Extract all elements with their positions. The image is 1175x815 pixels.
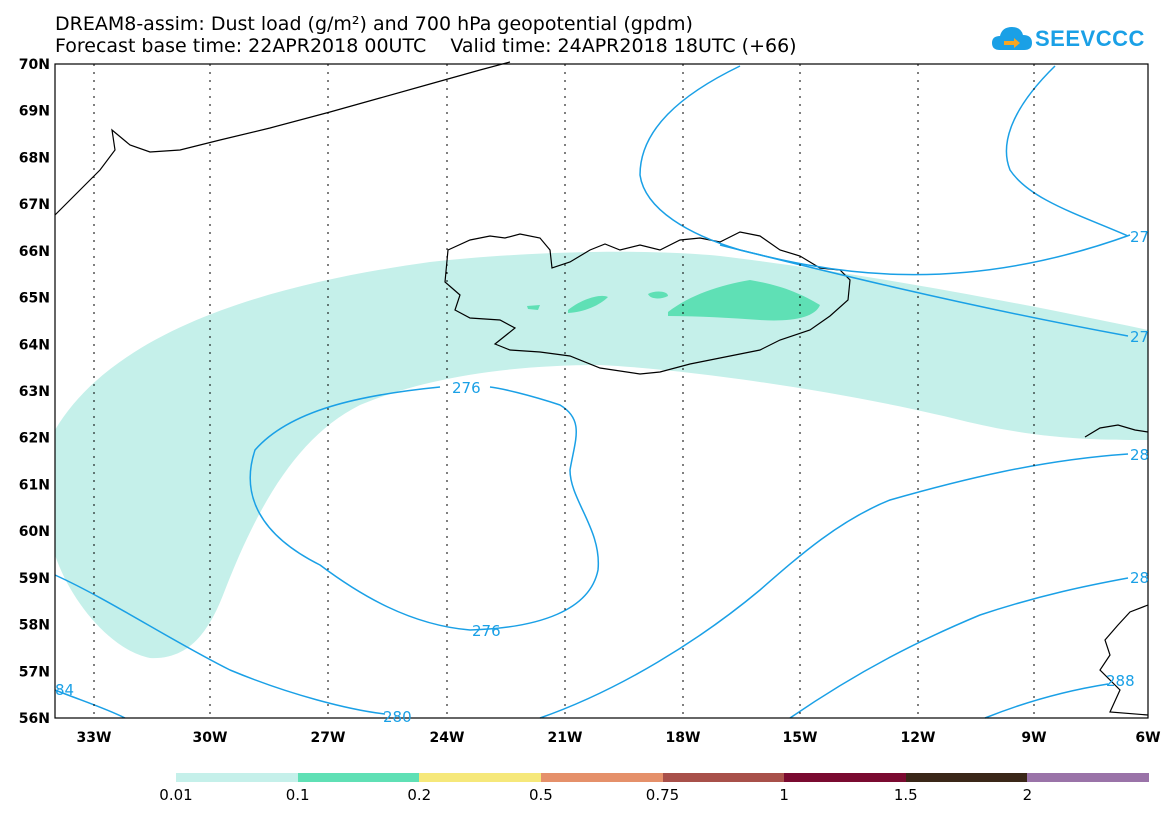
longitude-tick-label: 27W	[311, 730, 346, 746]
legend-swatch	[662, 773, 785, 782]
contour-northeast	[1005, 65, 1129, 237]
contour-276	[249, 386, 599, 631]
contour-288	[984, 683, 1109, 719]
contour-label: 84	[55, 681, 74, 699]
contour-label: 288	[1106, 672, 1135, 690]
longitude-tick-label: 12W	[901, 730, 936, 746]
faroe-coastline	[1084, 424, 1149, 438]
contour-label: 280	[383, 708, 412, 726]
map-title-line-1: DREAM8-assim: Dust load (g/m²) and 700 h…	[55, 13, 693, 35]
longitude-gridlines	[93, 64, 1035, 718]
dust-region-light	[55, 251, 1148, 659]
longitude-tick-label: 9W	[1021, 730, 1046, 746]
map-title-line-2: Forecast base time: 22APR2018 00UTC Vali…	[55, 35, 797, 57]
legend-swatch	[905, 773, 1028, 782]
latitude-tick-label: 57N	[19, 664, 50, 680]
latitude-tick-label: 56N	[19, 711, 50, 727]
cloud-icon	[992, 27, 1032, 50]
contour-label: 276	[472, 622, 501, 640]
contour-28-lower	[789, 577, 1129, 719]
scotland-coastline	[1099, 604, 1149, 716]
legend-label: 1.5	[893, 786, 918, 804]
logo-text: SEEVCCC	[1035, 26, 1145, 51]
color-legend	[176, 773, 1149, 782]
longitude-tick-label: 6W	[1135, 730, 1160, 746]
latitude-tick-label: 63N	[19, 384, 50, 400]
longitude-tick-label: 33W	[77, 730, 112, 746]
legend-label: 0.5	[528, 786, 553, 804]
legend-swatch	[1027, 773, 1149, 782]
contour-label: 276	[452, 379, 481, 397]
contour-label: 27	[1130, 328, 1149, 346]
contour-27-lower	[719, 244, 1129, 337]
longitude-tick-label: 21W	[548, 730, 583, 746]
dust-region-mid	[668, 280, 820, 321]
longitude-labels: 33W 30W 27W 24W 21W 18W 15W 12W 9W 6W	[77, 730, 1161, 746]
latitude-tick-label: 68N	[19, 150, 50, 166]
legend-swatch	[176, 773, 298, 782]
dust-region-mid-small-2	[648, 291, 668, 299]
legend-swatch	[297, 773, 420, 782]
longitude-tick-label: 24W	[430, 730, 465, 746]
dust-region-mid-small-1	[568, 295, 608, 313]
legend-label: 0.2	[407, 786, 432, 804]
latitude-tick-label: 70N	[19, 57, 50, 73]
legend-label: 0.1	[285, 786, 310, 804]
legend-label: 1	[779, 786, 789, 804]
contour-label: 28	[1130, 446, 1149, 464]
map-frame	[54, 63, 1149, 719]
latitude-tick-label: 66N	[19, 244, 50, 260]
contour-27-upper	[639, 65, 1131, 276]
greenland-coastline	[54, 61, 511, 216]
legend-swatch	[540, 773, 663, 782]
latitude-tick-label: 61N	[19, 477, 50, 493]
latitude-tick-label: 62N	[19, 431, 50, 447]
longitude-tick-label: 30W	[193, 730, 228, 746]
contour-label: 28	[1130, 569, 1149, 587]
latitude-tick-label: 60N	[19, 524, 50, 540]
dust-region-mid-small-3	[527, 305, 540, 310]
legend-swatch	[784, 773, 906, 782]
contour-label: 27	[1130, 228, 1149, 246]
contour-280	[54, 574, 386, 715]
legend-label: 0.01	[159, 786, 193, 804]
latitude-tick-label: 64N	[19, 337, 50, 353]
longitude-tick-label: 15W	[783, 730, 818, 746]
latitude-tick-label: 69N	[19, 104, 50, 120]
longitude-tick-label: 18W	[666, 730, 701, 746]
legend-swatch	[419, 773, 541, 782]
contour-28-upper	[539, 453, 1129, 719]
legend-label: 2	[1022, 786, 1033, 804]
legend-label: 0.75	[645, 786, 680, 804]
latitude-tick-label: 65N	[19, 291, 50, 307]
latitude-tick-label: 58N	[19, 618, 50, 634]
seevccc-logo: SEEVCCC	[990, 20, 1144, 60]
latitude-tick-label: 67N	[19, 197, 50, 213]
latitude-tick-label: 59N	[19, 571, 50, 587]
geopotential-contours	[54, 65, 1131, 719]
latitude-labels: 70N 69N 68N 67N 66N 65N 64N 63N 62N 61N 60N 59N 58N 5…	[19, 57, 50, 727]
contour-84	[54, 689, 126, 719]
